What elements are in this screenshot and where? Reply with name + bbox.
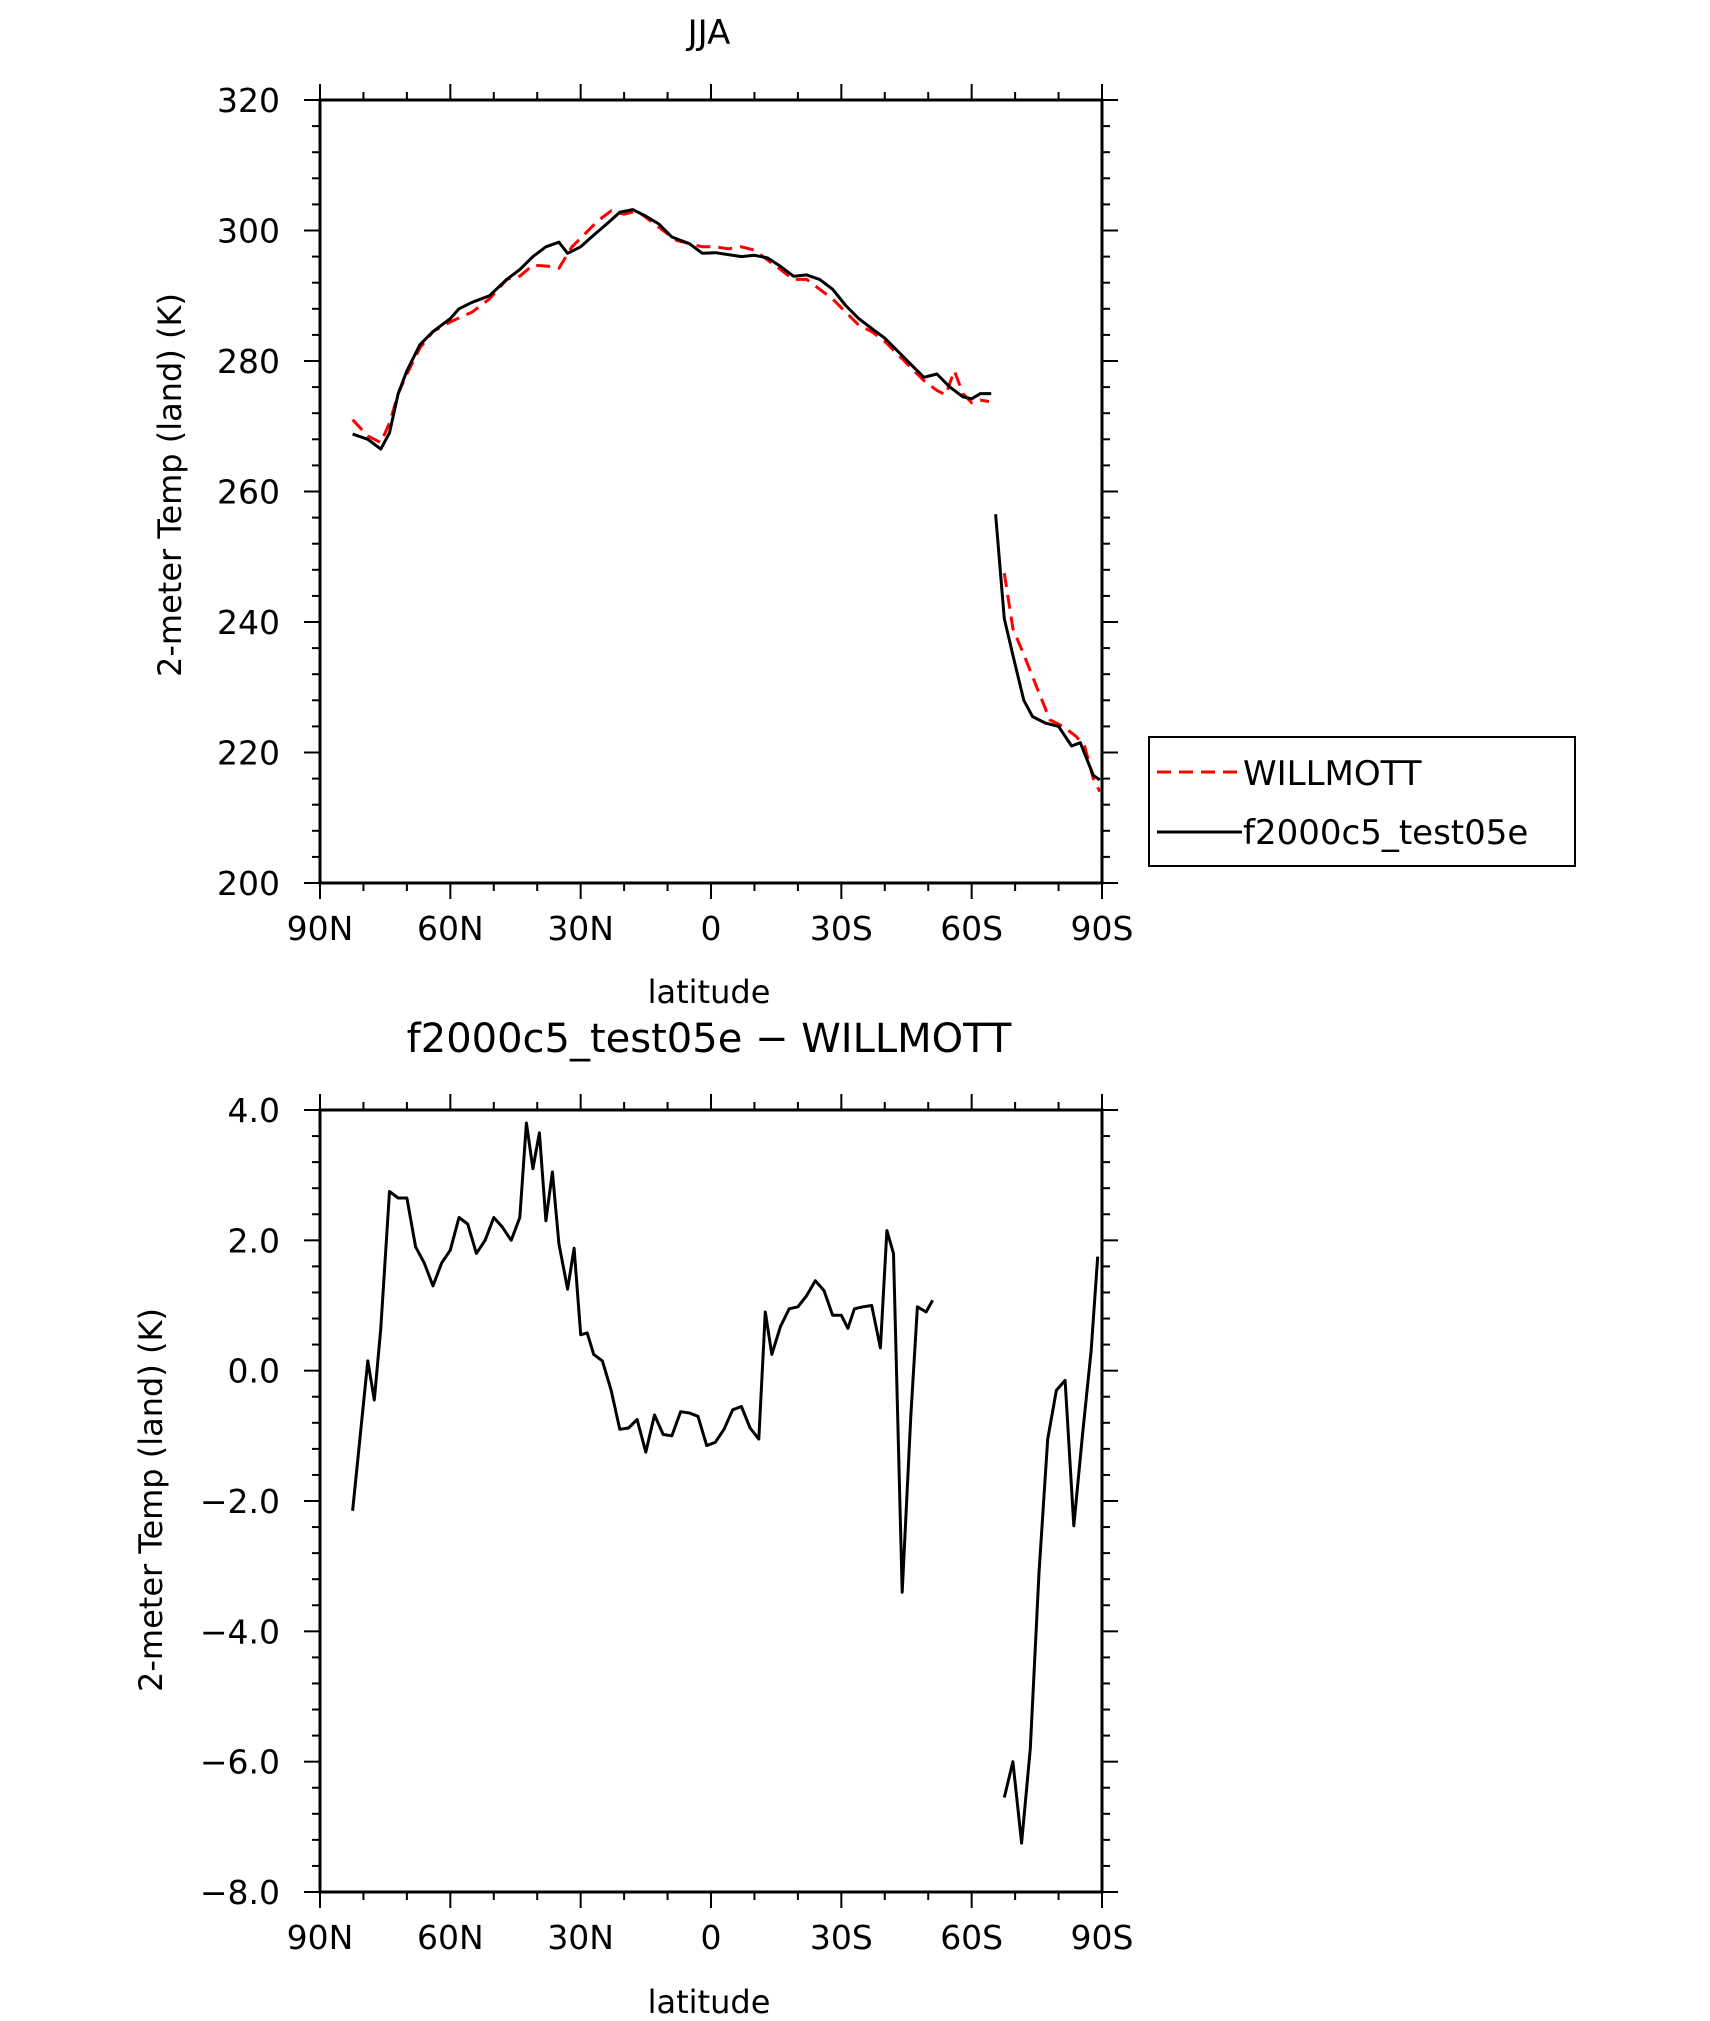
top-x-tick-label: 30N xyxy=(547,909,614,948)
top-series-willmott-line xyxy=(1002,572,1102,793)
top-y-tick-label: 280 xyxy=(217,342,280,381)
bottom-x-axis-label: latitude xyxy=(648,1983,771,2021)
bottom-x-tick-label: 60S xyxy=(940,1918,1003,1957)
bottom-y-tick-label: −4.0 xyxy=(200,1612,280,1651)
bottom-panel: f2000c5_test05e − WILLMOTT 90N 60N 30N 0 30S… xyxy=(132,1016,1133,2021)
top-x-tick-label: 30S xyxy=(810,909,873,948)
legend-label-f2000c5: f2000c5_test05e xyxy=(1243,813,1528,853)
top-series-f2000c5-test05e-line xyxy=(352,208,992,451)
top-series-f2000c5-test05e-line xyxy=(994,514,1101,782)
top-y-tick-label: 220 xyxy=(217,734,280,773)
bottom-y-tick-label: 0.0 xyxy=(228,1352,280,1391)
bottom-plot-area: 90N 60N 30N 0 30S 60S 90S −8.0 −6.0 −4.0 −2.0 0.0 2.… xyxy=(200,1091,1134,1957)
top-chart-title: JJA xyxy=(686,13,731,53)
bottom-x-tick-label: 0 xyxy=(701,1918,722,1957)
legend: WILLMOTT f2000c5_test05e xyxy=(1148,736,1576,867)
bottom-plot-frame xyxy=(318,1108,1104,1894)
bottom-x-tick-label: 30N xyxy=(547,1918,614,1957)
bottom-y-tick-label: −6.0 xyxy=(200,1743,280,1782)
bottom-x-tick-label: 90N xyxy=(287,1918,354,1957)
top-x-tick-label: 60N xyxy=(417,909,484,948)
top-x-tick-label: 60S xyxy=(940,909,1003,948)
bottom-series-difference-line xyxy=(351,1121,934,1594)
top-plot-frame xyxy=(318,98,1104,885)
top-y-tick-label: 260 xyxy=(217,473,280,512)
top-panel: JJA 90N 60N 30N 0 30S 60S 90S 200 220 240 260 280 30… xyxy=(151,13,1133,1011)
bottom-y-tick-label: 4.0 xyxy=(228,1091,280,1130)
top-x-tick-label: 90N xyxy=(287,909,354,948)
bottom-y-tick-label: −8.0 xyxy=(200,1873,280,1912)
top-x-tick-label: 90S xyxy=(1071,909,1134,948)
bottom-chart-title: f2000c5_test05e − WILLMOTT xyxy=(407,1016,1012,1062)
top-y-axis-label: 2-meter Temp (land) (K) xyxy=(151,293,189,677)
legend-label-willmott: WILLMOTT xyxy=(1243,754,1422,794)
top-y-tick-label: 200 xyxy=(217,864,280,903)
top-plot-area: 90N 60N 30N 0 30S 60S 90S 200 220 240 260 280 300 320 xyxy=(217,81,1133,948)
top-x-axis-label: latitude xyxy=(648,973,771,1011)
top-y-tick-label: 320 xyxy=(217,81,280,120)
bottom-y-tick-label: 2.0 xyxy=(228,1221,280,1260)
top-y-tick-label: 240 xyxy=(217,603,280,642)
top-series-willmott-line xyxy=(351,209,990,445)
bottom-series-difference-line xyxy=(1002,1256,1100,1845)
bottom-y-axis-label: 2-meter Temp (land) (K) xyxy=(132,1308,170,1692)
legend-box xyxy=(1148,736,1576,867)
top-y-tick-label: 300 xyxy=(217,212,280,251)
bottom-y-tick-label: −2.0 xyxy=(200,1482,280,1521)
bottom-x-tick-label: 60N xyxy=(417,1918,484,1957)
bottom-x-tick-label: 90S xyxy=(1071,1918,1134,1957)
bottom-x-tick-label: 30S xyxy=(810,1918,873,1957)
top-x-tick-label: 0 xyxy=(701,909,722,948)
